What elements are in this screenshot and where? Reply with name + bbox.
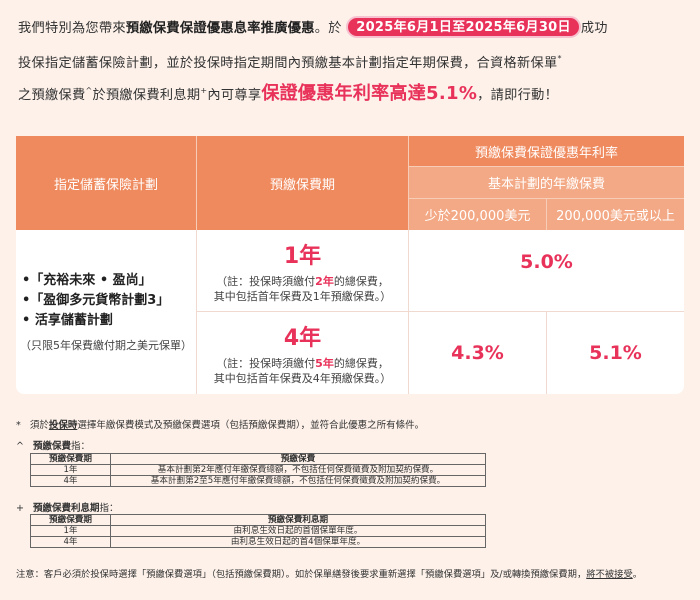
note-underline: 投保時 xyxy=(48,420,78,431)
rate-4-low-cell: 4.3% xyxy=(409,312,547,394)
intro-line-1: 我們特別為您帶來預繳保費保證優惠息率推廣優惠。於 2025年6月1日至2025年… xyxy=(18,14,608,44)
term-label: 1年 xyxy=(283,243,322,269)
intro-text: 內可尊享 xyxy=(207,88,262,103)
table-cell: 1年 xyxy=(30,464,111,476)
footnote-mark: * xyxy=(557,54,562,63)
rate-highlight: 保證優惠年利率高達5.1% xyxy=(261,83,478,104)
table-row: 4年 由利息生效日起的首4個保單年度。 xyxy=(30,536,486,548)
term-note-text: 其中包括首年保費及1年預繳保費。） xyxy=(213,289,392,303)
table-cell: 基本計劃第2至5年應付年繳保費總額，不包括任何保費徵費及附加契約保費。 xyxy=(110,475,486,487)
note-text: 指： xyxy=(99,503,119,514)
intro-text: 投保指定儲蓄保險計劃，並於投保時指定期間內預繳基本計劃指定年期保費，合資格新保單 xyxy=(18,56,558,71)
note-text: 。 xyxy=(632,569,643,580)
intro-text: 我們特別為您帶來 xyxy=(18,21,126,36)
plan-item: •「盈御多元貨幣計劃3」 xyxy=(22,293,170,308)
note-text: 選擇年繳保費模式及預繳保費選項（包括預繳保費期），並符合此優惠之所有條件。 xyxy=(77,420,425,431)
table-row: 4年 基本計劃第2至5年應付年繳保費總額，不包括任何保費徵費及附加契約保費。 xyxy=(30,475,486,487)
table-row: 1年 由利息生效日起的首個保單年度。 xyxy=(30,525,486,537)
table-header: 預繳保費利息期 xyxy=(110,514,486,526)
term-note-text: 的總保費， xyxy=(333,357,389,370)
prepaid-premium-table: 預繳保費期 預繳保費 1年 基本計劃第2年應付年繳保費總額，不包括任何保費徵費及… xyxy=(30,453,486,487)
term-1-cell: 1年 （註：投保時須繳付2年的總保費， 其中包括首年保費及1年預繳保費。） xyxy=(197,230,409,312)
intro-text: 。於 xyxy=(314,21,342,36)
intro-line-3: 之預繳保費^於預繳保費利息期+內可尊享保證優惠年利率高達5.1%，請即行動！ xyxy=(18,76,558,106)
term-note: （註：投保時須繳付2年的總保費， 其中包括首年保費及1年預繳保費。） xyxy=(214,274,392,304)
note-title: 預繳保費 xyxy=(33,441,72,452)
table-header: 預繳保費期 xyxy=(30,453,111,465)
plans-cell: •「充裕未來 • 盈尚」 •「盈御多元貨幣計劃3」 • 活享儲蓄計劃 （只限5年… xyxy=(16,230,197,394)
term-4-cell: 4年 （註：投保時須繳付5年的總保費， 其中包括首年保費及4年預繳保費。） xyxy=(197,312,409,394)
term-note: （註：投保時須繳付5年的總保費， 其中包括首年保費及4年預繳保費。） xyxy=(214,356,392,386)
intro-text: ，請即行動！ xyxy=(477,88,559,103)
footnote-mark: * xyxy=(16,420,21,431)
term-label: 4年 xyxy=(283,326,322,351)
header-rate-label: 預繳保費保證優惠年利率 xyxy=(474,145,618,161)
footnote-mark: ^ xyxy=(85,86,93,95)
rate-value: 5.0% xyxy=(520,250,573,273)
footnote-mark: + xyxy=(16,503,24,514)
header-low: 少於200,000美元 xyxy=(409,199,547,230)
promo-name: 預繳保費保證優惠息率推廣優惠 xyxy=(125,21,315,36)
table-header: 預繳保費期 xyxy=(30,514,111,526)
header-premium-label: 基本計劃的年繳保費 xyxy=(487,177,605,192)
date-range-badge: 2025年6月1日至2025年6月30日 xyxy=(346,16,581,38)
rate-value: 5.1% xyxy=(589,342,642,364)
footnote-mark: + xyxy=(200,86,208,95)
intro-text: 之預繳保費 xyxy=(18,88,86,103)
note-caret: ^ 預繳保費指： xyxy=(16,438,90,452)
footnote-mark: ^ xyxy=(16,441,24,452)
rate-value: 4.3% xyxy=(451,342,504,364)
rate-1-cell: 5.0% xyxy=(409,230,684,312)
term-note-years: 5年 xyxy=(315,357,334,370)
note-star: * 須於投保時選擇年繳保費模式及預繳保費選項（包括預繳保費期），並符合此優惠之所… xyxy=(16,417,424,431)
table-header: 預繳保費 xyxy=(110,453,486,465)
table-row: 1年 基本計劃第2年應付年繳保費總額，不包括任何保費徵費及附加契約保費。 xyxy=(30,464,486,476)
note-underline: 將不被接受 xyxy=(586,569,633,580)
header-high: 200,000美元或以上 xyxy=(547,199,684,230)
table-cell: 1年 xyxy=(30,525,111,537)
note-text: 指： xyxy=(71,441,91,452)
header-term: 預繳保費期 xyxy=(197,136,409,230)
interest-period-table: 預繳保費期 預繳保費利息期 1年 由利息生效日起的首個保單年度。 4年 由利息生… xyxy=(30,514,486,548)
term-note-text: 的總保費， xyxy=(333,274,389,288)
plan-item: •「充裕未來 • 盈尚」 xyxy=(22,273,152,288)
term-note-text: （註：投保時須繳付 xyxy=(216,274,316,288)
table-cell: 4年 xyxy=(30,536,111,548)
term-note-text: 其中包括首年保費及4年預繳保費。） xyxy=(213,372,392,385)
table-cell: 4年 xyxy=(30,475,111,487)
intro-text: 成功 xyxy=(580,21,608,36)
table-cell: 基本計劃第2年應付年繳保費總額，不包括任何保費徵費及附加契約保費。 xyxy=(110,464,486,476)
table-cell: 由利息生效日起的首4個保單年度。 xyxy=(110,536,486,548)
note-text: 須於 xyxy=(29,420,49,431)
header-rate: 預繳保費保證優惠年利率 xyxy=(409,136,684,167)
rate-table: 指定儲蓄保險計劃 預繳保費期 預繳保費保證優惠年利率 基本計劃的年繳保費 少於2… xyxy=(16,136,684,394)
note-footer: 注意：客戶必須於投保時選擇「預繳保費選項」（包括預繳保費期）。如於保單繕發後要求… xyxy=(16,566,642,580)
plan-note: （只限5年保費繳付期之美元保單） xyxy=(20,339,192,352)
table-cell: 由利息生效日起的首個保單年度。 xyxy=(110,525,486,537)
note-text: 注意：客戶必須於投保時選擇「預繳保費選項」（包括預繳保費期）。如於保單繕發後要求… xyxy=(16,569,587,580)
plan-item: • 活享儲蓄計劃 xyxy=(22,313,113,328)
term-note-years: 2年 xyxy=(315,274,334,288)
header-high-label: 200,000美元或以上 xyxy=(556,209,675,224)
header-low-label: 少於200,000美元 xyxy=(424,209,531,224)
header-premium: 基本計劃的年繳保費 xyxy=(409,167,684,199)
intro-text: 於預繳保費利息期 xyxy=(92,88,201,103)
note-plus: + 預繳保費利息期指： xyxy=(16,500,119,514)
note-title: 預繳保費利息期 xyxy=(33,503,100,514)
term-note-text: （註：投保時須繳付 xyxy=(216,357,316,370)
header-term-label: 預繳保費期 xyxy=(269,177,335,193)
header-plan-label: 指定儲蓄保險計劃 xyxy=(53,177,158,193)
header-plan: 指定儲蓄保險計劃 xyxy=(16,136,197,230)
rate-4-high-cell: 5.1% xyxy=(547,312,684,394)
intro-line-2: 投保指定儲蓄保險計劃，並於投保時指定期間內預繳基本計劃指定年期保費，合資格新保單… xyxy=(18,44,562,74)
